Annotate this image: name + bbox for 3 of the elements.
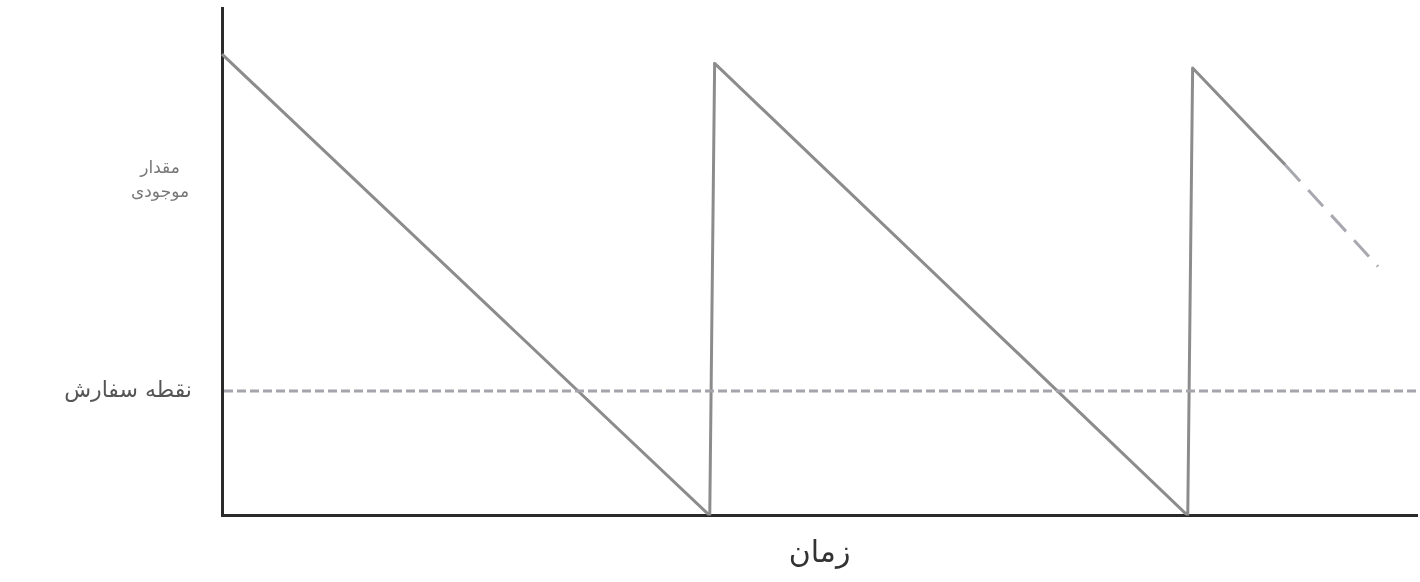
y-axis-title: مقدار موجودی — [130, 157, 190, 202]
ref-line-label: نقطه سفارش — [64, 376, 192, 403]
x-axis-title: زمان — [788, 533, 851, 569]
